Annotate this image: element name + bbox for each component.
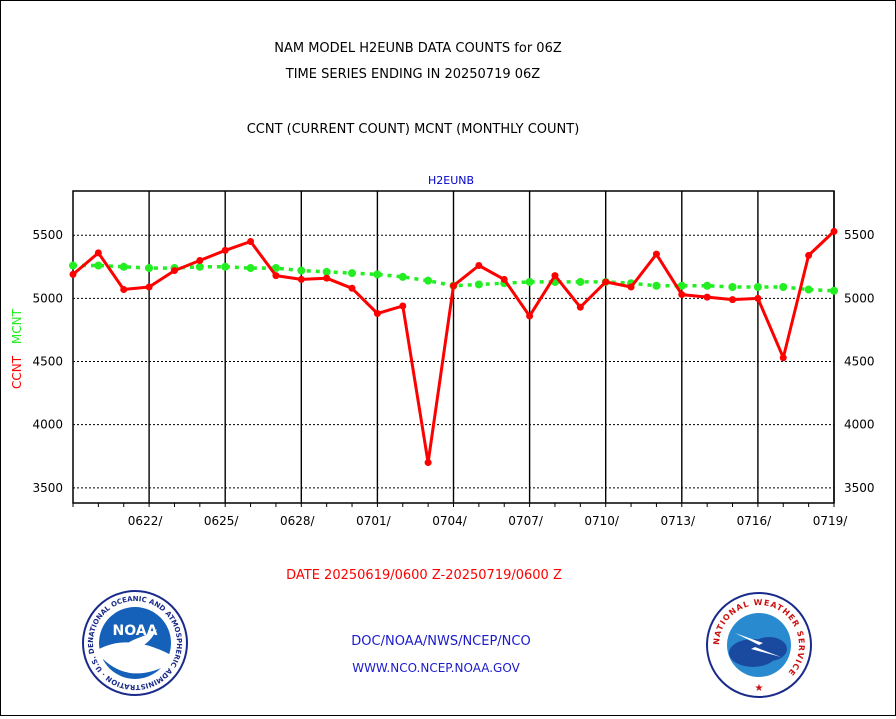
grid-layer <box>73 191 835 503</box>
data-point-mcnt <box>474 280 483 289</box>
x-tick-label: 0713/ <box>661 514 697 528</box>
data-point-mcnt <box>703 281 712 290</box>
x-tick-label: 0625/ <box>204 514 240 528</box>
org-line: DOC/NOAA/NWS/NCEP/NCO <box>351 634 530 649</box>
y-tick-label-right: 5500 <box>844 228 875 242</box>
data-point-ccnt <box>805 251 813 259</box>
data-point-ccnt <box>348 284 356 292</box>
y-tick-label-left: 4000 <box>32 418 63 432</box>
data-point-mcnt <box>373 270 382 279</box>
data-point-ccnt <box>526 312 534 320</box>
y-tick-label-left: 5000 <box>32 291 63 305</box>
y-axis-title-mcnt: MCNT <box>10 308 24 344</box>
data-point-mcnt <box>677 281 686 290</box>
data-point-ccnt <box>602 278 610 286</box>
data-point-ccnt <box>323 274 331 282</box>
x-tick-label: 0628/ <box>280 514 316 528</box>
y-axis-title: CCNT MCNT <box>10 308 24 389</box>
data-point-mcnt <box>322 267 331 276</box>
data-point-ccnt <box>373 310 381 318</box>
noaa-center-text: NOAA <box>113 623 158 639</box>
data-point-mcnt <box>728 283 737 291</box>
x-tick-label: 0719/ <box>813 514 849 528</box>
data-point-mcnt <box>94 261 103 270</box>
data-point-ccnt <box>120 286 128 294</box>
data-point-mcnt <box>195 262 204 271</box>
data-point-ccnt <box>297 275 305 283</box>
data-point-mcnt <box>652 281 661 290</box>
data-point-ccnt <box>399 302 407 310</box>
title-line-2: TIME SERIES ENDING IN 20250719 06Z <box>285 67 541 82</box>
data-point-ccnt <box>221 246 229 254</box>
data-point-ccnt <box>424 459 432 467</box>
data-point-ccnt <box>703 293 711 301</box>
title-line-1: NAM MODEL H2EUNB DATA COUNTS for 06Z <box>274 41 562 56</box>
data-point-mcnt <box>69 261 77 270</box>
y-tick-label-right: 4000 <box>844 418 875 432</box>
data-point-ccnt <box>170 267 178 275</box>
x-tick-label: 0710/ <box>584 514 620 528</box>
data-point-ccnt <box>627 283 635 291</box>
data-point-ccnt <box>678 291 686 299</box>
nws-star-icon: ★ <box>755 683 764 694</box>
data-point-ccnt <box>94 249 102 257</box>
data-point-mcnt <box>779 283 788 291</box>
y-axis-title-ccnt: CCNT <box>10 355 24 389</box>
data-point-ccnt <box>196 256 204 264</box>
y-tick-label-right: 5000 <box>844 291 875 305</box>
data-point-ccnt <box>779 354 787 362</box>
chart-subtitle: CCNT (CURRENT COUNT) MCNT (MONTHLY COUNT… <box>247 122 580 137</box>
data-point-mcnt <box>576 277 585 286</box>
series-layer <box>69 227 838 467</box>
data-point-ccnt <box>754 294 762 302</box>
data-point-mcnt <box>271 264 280 273</box>
data-point-mcnt <box>221 262 230 271</box>
axis-layer: 3500 3500 4000 4000 4500 4500 5000 5000 5500 5500… <box>32 228 874 528</box>
data-point-ccnt <box>475 262 483 270</box>
data-point-ccnt <box>69 270 77 278</box>
noaa-logo: NATIONAL OCEANIC AND ATMOSPHERIC ADMINIS… <box>82 590 188 696</box>
x-tick-label: 0716/ <box>737 514 773 528</box>
url-line: WWW.NCO.NCEP.NOAA.GOV <box>352 661 520 675</box>
data-point-mcnt <box>246 264 255 273</box>
x-tick-label: 0704/ <box>432 514 468 528</box>
data-point-mcnt <box>525 277 534 286</box>
data-point-mcnt <box>348 269 357 278</box>
date-range-label: DATE 20250619/0600 Z-20250719/0600 Z <box>286 568 562 583</box>
data-point-ccnt <box>576 303 584 311</box>
data-point-ccnt <box>652 250 660 258</box>
y-tick-label-right: 3500 <box>844 481 875 495</box>
data-point-mcnt <box>424 276 433 285</box>
x-tick-label: 0707/ <box>508 514 544 528</box>
station-label: H2EUNB <box>428 174 474 187</box>
data-point-mcnt <box>145 264 154 273</box>
data-point-ccnt <box>450 282 457 290</box>
x-tick-label: 0701/ <box>356 514 392 528</box>
data-point-ccnt <box>247 238 255 246</box>
data-point-mcnt <box>297 266 306 275</box>
data-point-mcnt <box>830 286 838 295</box>
y-tick-label-left: 3500 <box>32 481 63 495</box>
data-point-mcnt <box>119 262 128 271</box>
data-point-ccnt <box>272 272 280 280</box>
data-point-ccnt <box>729 296 737 304</box>
data-point-ccnt <box>500 275 508 283</box>
data-point-mcnt <box>753 283 762 291</box>
data-point-mcnt <box>804 285 813 294</box>
data-point-ccnt <box>830 227 838 235</box>
data-point-ccnt <box>551 272 559 280</box>
nws-logo: NATIONAL WEATHER SERVICE ★ <box>706 592 812 698</box>
data-point-ccnt <box>145 283 153 291</box>
y-tick-label-right: 4500 <box>844 355 875 369</box>
x-tick-label: 0622/ <box>128 514 164 528</box>
y-tick-label-left: 5500 <box>32 228 63 242</box>
data-point-mcnt <box>398 272 407 281</box>
y-tick-label-left: 4500 <box>32 355 63 369</box>
